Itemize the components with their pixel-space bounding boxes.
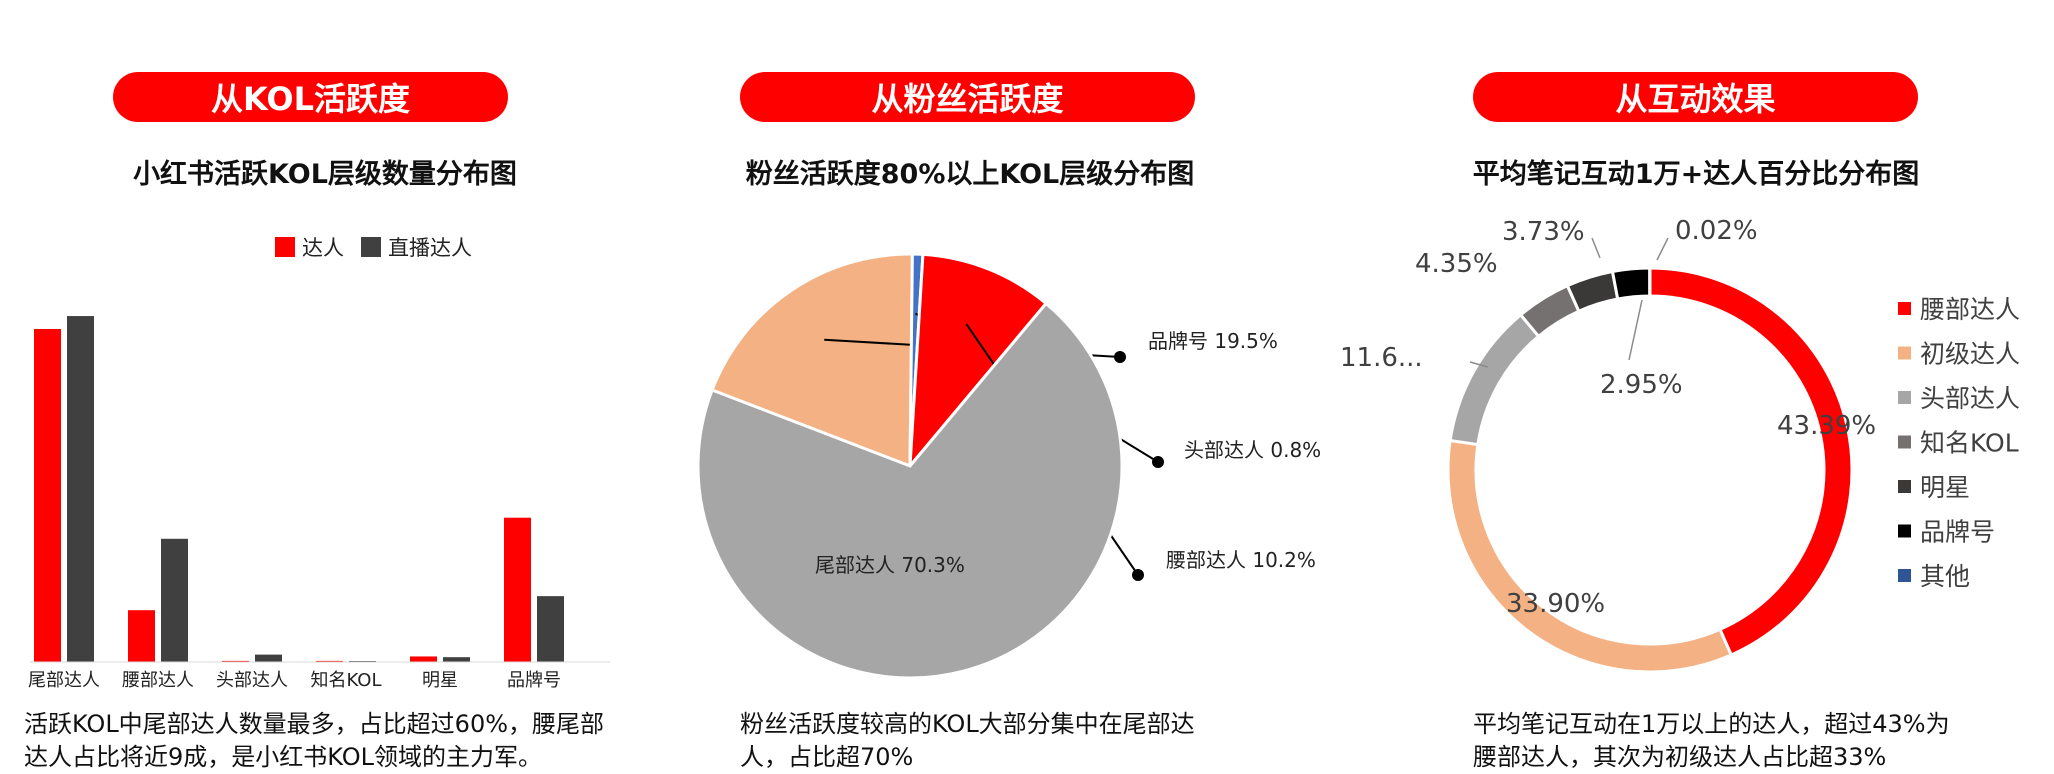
legend-swatch bbox=[1898, 436, 1911, 449]
x-tick-label: 知名KOL bbox=[310, 670, 381, 691]
legend-swatch bbox=[361, 237, 381, 257]
donut-slice bbox=[1567, 272, 1617, 312]
legend-swatch bbox=[1898, 480, 1911, 493]
bar bbox=[34, 329, 61, 662]
slice-label: 腰部达人 10.2% bbox=[1166, 548, 1316, 572]
legend-swatch bbox=[1898, 569, 1911, 582]
bar bbox=[67, 316, 94, 662]
legend-swatch bbox=[1898, 525, 1911, 538]
slice-value-label: 0.02% bbox=[1675, 216, 1758, 246]
slice-value-label: 43.39% bbox=[1777, 411, 1876, 441]
bar bbox=[128, 610, 155, 662]
panel-fan-activity: 从粉丝活跃度 粉丝活跃度80%以上KOL层级分布图 品牌号 19.5%头部达人 … bbox=[660, 0, 1380, 772]
legend-label: 初级达人 bbox=[1920, 340, 2020, 369]
x-tick-label: 头部达人 bbox=[216, 670, 288, 691]
leader-line bbox=[1592, 238, 1600, 258]
bar bbox=[161, 539, 188, 662]
x-tick-label: 品牌号 bbox=[507, 670, 561, 691]
legend-label: 品牌号 bbox=[1920, 518, 1995, 547]
bar bbox=[255, 655, 282, 662]
panel-interaction: 从互动效果 平均笔记互动1万+达人百分比分布图 43.39%33.90%11.6… bbox=[1320, 0, 2054, 772]
slice-value-label: 33.90% bbox=[1506, 589, 1605, 619]
panel-kol-activity: 从KOL活跃度 小红书活跃KOL层级数量分布图 达人直播达人尾部达人腰部达人头部… bbox=[0, 0, 660, 772]
legend-label: 直播达人 bbox=[388, 236, 472, 260]
bar bbox=[410, 656, 437, 662]
leader-dot bbox=[1152, 456, 1164, 468]
bar bbox=[504, 518, 531, 662]
chart-caption: 平均笔记互动在1万以上的达人，超过43%为腰部达人，其次为初级达人占比超33% bbox=[1473, 708, 1953, 774]
slice-value-label: 4.35% bbox=[1415, 249, 1498, 279]
donut-slice bbox=[1450, 315, 1538, 445]
leader-line bbox=[1629, 300, 1642, 360]
slice-label: 头部达人 0.8% bbox=[1184, 438, 1321, 462]
chart-caption: 活跃KOL中尾部达人数量最多，占比超过60%，腰尾部达人占比将近9成，是小红书K… bbox=[24, 708, 614, 774]
donut-chart: 43.39% 33.90% 11.6... 4.35%3.73% 2.95% 0.02% 腰… bbox=[1320, 0, 2054, 700]
bar bbox=[443, 657, 470, 662]
legend-label: 知名KOL bbox=[1920, 429, 2019, 458]
leader-dot bbox=[1132, 569, 1144, 581]
bar bbox=[537, 596, 564, 662]
chart-caption: 粉丝活跃度较高的KOL大部分集中在尾部达人，占比超70% bbox=[740, 708, 1210, 774]
slice-label: 尾部达人 70.3% bbox=[815, 553, 965, 577]
leader-dot bbox=[1114, 351, 1126, 363]
legend-swatch bbox=[1898, 347, 1911, 360]
legend-swatch bbox=[275, 237, 295, 257]
legend-label: 头部达人 bbox=[1920, 384, 2020, 413]
slice-value-label: 2.95% bbox=[1600, 370, 1683, 400]
slice-label: 品牌号 19.5% bbox=[1148, 329, 1278, 353]
legend-swatch bbox=[1898, 391, 1911, 404]
donut-slice bbox=[1613, 268, 1650, 299]
x-tick-label: 明星 bbox=[422, 670, 458, 691]
donut-slice bbox=[1448, 440, 1731, 672]
legend-label: 其他 bbox=[1920, 562, 1970, 591]
leader-line bbox=[1657, 238, 1668, 260]
legend-label: 腰部达人 bbox=[1920, 295, 2020, 324]
legend-label: 明星 bbox=[1920, 473, 1970, 502]
x-tick-label: 腰部达人 bbox=[122, 670, 194, 691]
slice-value-label: 3.73% bbox=[1502, 217, 1585, 247]
legend-swatch bbox=[1898, 302, 1911, 315]
legend-label: 达人 bbox=[302, 236, 344, 260]
slice-value-label: 11.6... bbox=[1340, 343, 1423, 373]
donut-slice bbox=[1650, 268, 1852, 655]
pie-chart: 品牌号 19.5% 头部达人 0.8% 腰部达人 10.2% 尾部达人 70.3% bbox=[660, 0, 1380, 700]
x-tick-label: 尾部达人 bbox=[28, 670, 100, 691]
